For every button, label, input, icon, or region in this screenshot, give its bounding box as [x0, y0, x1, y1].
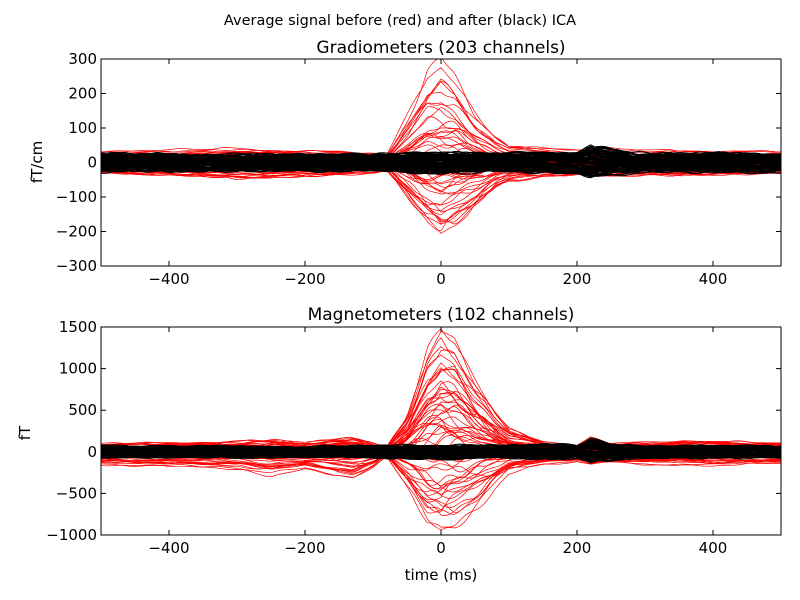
- magnetometers-before-trace: [101, 454, 781, 514]
- magnetometers-before-trace: [101, 454, 781, 495]
- gradiometers-x-tick-label: 200: [563, 270, 592, 288]
- gradiometers-after-trace: [101, 151, 781, 162]
- magnetometers-x-tick-label: 200: [563, 539, 592, 557]
- magnetometers-y-label: fT: [16, 425, 34, 440]
- gradiometers-plot-frame: [100, 58, 782, 267]
- magnetometers-y-tick-label: 1500: [59, 318, 97, 336]
- magnetometers-plot-frame: [100, 326, 782, 536]
- gradiometers-y-ticks: −300 −200 −100 0 100 200 300: [56, 50, 781, 275]
- magnetometers-after-trace: [101, 453, 781, 461]
- gradiometers-after-trace: [101, 150, 781, 162]
- magnetometers-x-tick-label: 0: [436, 539, 446, 557]
- magnetometers-x-tick-label: 400: [699, 539, 728, 557]
- magnetometers-y-ticks: −1000 −500 0 500 1000 1500: [46, 318, 781, 544]
- magnetometers-y-tick-label: −1000: [46, 526, 97, 544]
- gradiometers-x-tick-label: −200: [284, 270, 325, 288]
- gradiometers-y-tick-label: −300: [56, 257, 97, 275]
- magnetometers-before-trace: [101, 366, 781, 449]
- gradiometers-before-trace: [101, 167, 781, 234]
- magnetometers-x-tick-label: −400: [148, 539, 189, 557]
- magnetometers-after-trace: [101, 440, 781, 450]
- gradiometers-x-tick-label: 400: [699, 270, 728, 288]
- magnetometers-panel: Magnetometers (102 channels) −1000 −500 0 5…: [16, 305, 782, 584]
- magnetometers-x-label: time (ms): [405, 566, 478, 584]
- magnetometers-x-tick-label: −200: [284, 539, 325, 557]
- gradiometers-x-tick-label: 0: [436, 270, 446, 288]
- gradiometers-after-trace: [101, 159, 781, 169]
- figure-suptitle: Average signal before (red) and after (b…: [224, 13, 576, 29]
- magnetometers-title: Magnetometers (102 channels): [308, 305, 575, 325]
- magnetometers-before-trace: [101, 454, 781, 516]
- magnetometers-after-trace: [101, 446, 781, 453]
- magnetometers-after-trace: [101, 443, 781, 451]
- gradiometers-before-trace: [101, 168, 781, 225]
- magnetometers-traces: [101, 328, 781, 531]
- gradiometers-after-trace: [101, 157, 781, 165]
- gradiometers-y-label: fT/cm: [28, 141, 46, 183]
- gradiometers-traces: [101, 59, 781, 234]
- gradiometers-before-trace: [101, 169, 781, 232]
- gradiometers-panel: Gradiometers (203 channels) −300 −200 −100…: [28, 38, 782, 288]
- magnetometers-before-trace: [101, 454, 781, 513]
- gradiometers-before-trace: [101, 168, 781, 223]
- gradiometers-y-tick-label: 300: [68, 50, 97, 68]
- gradiometers-after-trace: [101, 166, 781, 175]
- magnetometers-y-tick-label: −500: [56, 484, 97, 502]
- gradiometers-y-tick-label: −200: [56, 223, 97, 241]
- gradiometers-y-tick-label: 100: [68, 119, 97, 137]
- magnetometers-after-trace: [101, 444, 781, 452]
- gradiometers-before-trace: [101, 59, 781, 157]
- magnetometers-after-trace: [101, 451, 781, 458]
- magnetometers-y-tick-label: 500: [68, 401, 97, 419]
- magnetometers-y-tick-label: 1000: [59, 360, 97, 378]
- magnetometers-y-tick-label: 0: [87, 443, 97, 461]
- magnetometers-x-ticks: −400 −200 0 200 400: [148, 327, 727, 557]
- magnetometers-after-trace: [101, 451, 781, 461]
- gradiometers-y-tick-label: 200: [68, 85, 97, 103]
- gradiometers-x-ticks: −400 −200 0 200 400: [148, 59, 727, 288]
- gradiometers-y-tick-label: −100: [56, 188, 97, 206]
- gradiometers-title: Gradiometers (203 channels): [316, 38, 565, 58]
- gradiometers-before-trace: [101, 67, 781, 156]
- gradiometers-y-tick-label: 0: [87, 154, 97, 172]
- gradiometers-x-tick-label: −400: [148, 270, 189, 288]
- magnetometers-after-trace: [101, 450, 781, 458]
